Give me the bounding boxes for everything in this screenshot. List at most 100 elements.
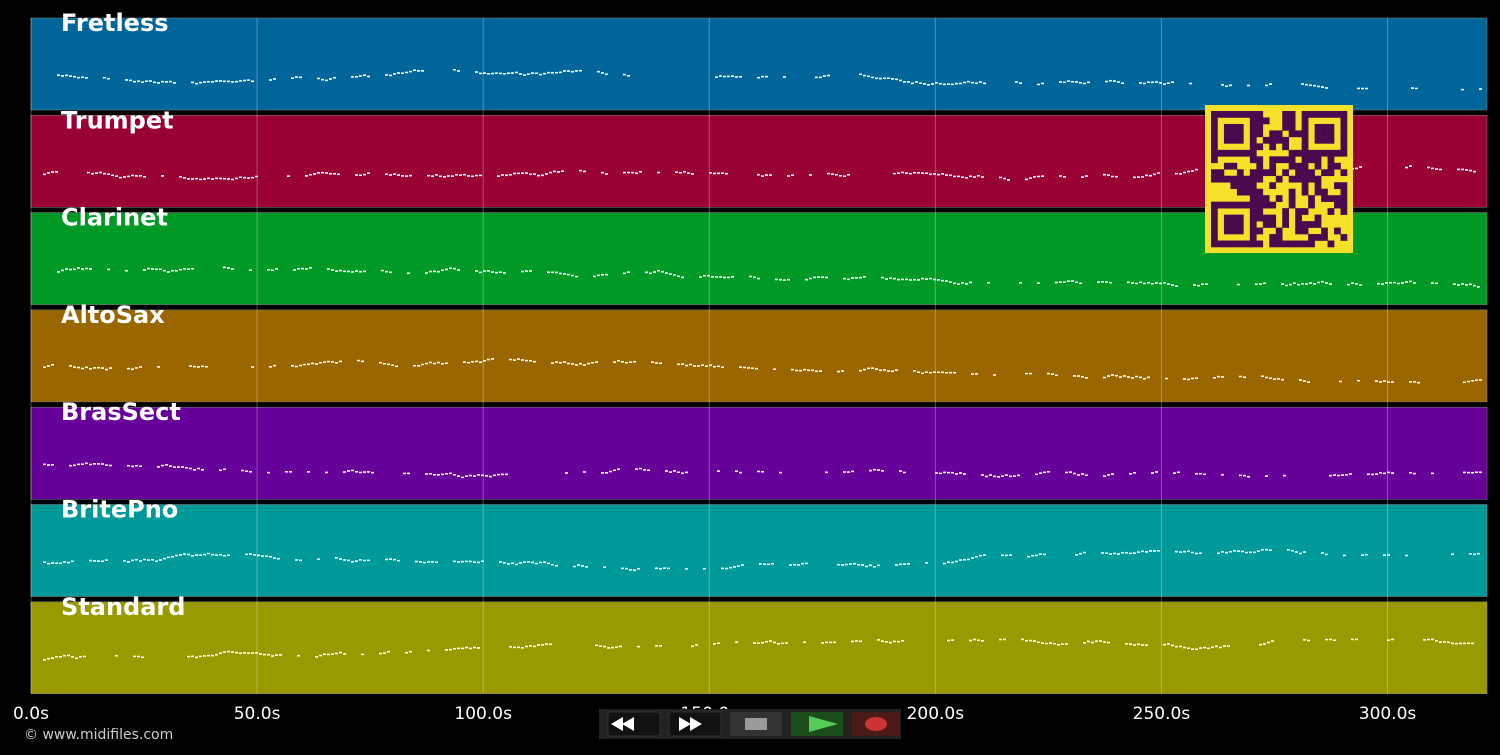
note [1059,81,1062,83]
note [141,656,144,659]
note [939,82,942,85]
play-button[interactable] [791,712,843,736]
note [299,76,302,79]
note [853,562,856,565]
note [1085,474,1088,477]
qr-module [1269,156,1277,164]
note [89,367,92,370]
note [85,77,88,79]
note [211,81,214,83]
qr-module [1230,130,1238,138]
note [845,563,848,566]
qr-module [1223,221,1231,228]
qr-module [1334,227,1341,235]
note [215,653,218,656]
note [1109,553,1112,555]
note [299,364,302,367]
note [519,562,522,564]
note [1469,169,1472,172]
note [81,367,84,370]
note [847,173,850,176]
note [351,560,354,563]
note [1269,377,1272,380]
note [1257,550,1260,553]
note [663,567,666,569]
note [705,365,708,367]
note [413,69,416,72]
note [469,474,472,477]
note [43,463,46,466]
note [1127,376,1130,378]
note [137,80,140,83]
forward-button[interactable] [668,711,722,737]
qr-module [1269,240,1277,248]
record-button[interactable] [852,712,900,736]
note [1163,281,1166,284]
note [469,560,472,563]
note [1343,554,1346,557]
qr-module [1211,156,1218,164]
note [347,270,350,273]
qr-module [1340,123,1348,131]
note [873,468,876,471]
qr-module [1301,175,1309,183]
note [871,76,874,79]
stop-icon [745,718,767,730]
note [1175,645,1178,648]
note [1147,81,1150,84]
note [1195,648,1198,651]
note [1243,376,1246,379]
note [867,75,870,78]
note [495,271,498,274]
note [1329,474,1332,477]
note [761,175,764,177]
note [1405,281,1408,283]
rewind-button[interactable] [607,711,661,737]
note [135,367,138,369]
note [457,269,460,271]
note [593,275,596,278]
note [969,175,972,178]
note [1237,550,1240,552]
note [583,471,586,473]
note [1119,376,1122,378]
note [1355,638,1358,641]
note [717,172,720,175]
note [1305,283,1308,285]
note [999,176,1002,179]
note [547,71,550,74]
note [1071,81,1074,83]
note [467,361,470,364]
note [1165,377,1168,380]
note [929,371,932,374]
note [1187,550,1190,553]
note [1261,548,1264,551]
stop-button[interactable] [730,712,782,736]
note [1377,282,1380,285]
note [535,562,538,565]
note [1117,553,1120,555]
note [463,361,466,364]
note [1105,80,1108,83]
note [179,268,182,271]
note [1157,549,1160,552]
note [1345,474,1348,476]
qr-module [1288,188,1296,196]
note [1173,472,1176,474]
note [1159,82,1162,84]
qr-module [1321,169,1328,177]
note [949,371,952,374]
qr-module [1249,175,1257,183]
note [415,560,418,563]
note [1301,282,1304,285]
note [1225,551,1228,554]
note [659,567,662,570]
note [523,561,526,564]
note [105,464,108,466]
note [119,176,122,179]
note [483,360,486,362]
note [997,476,1000,478]
note [1159,282,1162,285]
qr-module [1243,188,1251,196]
qr-module [1262,169,1270,177]
